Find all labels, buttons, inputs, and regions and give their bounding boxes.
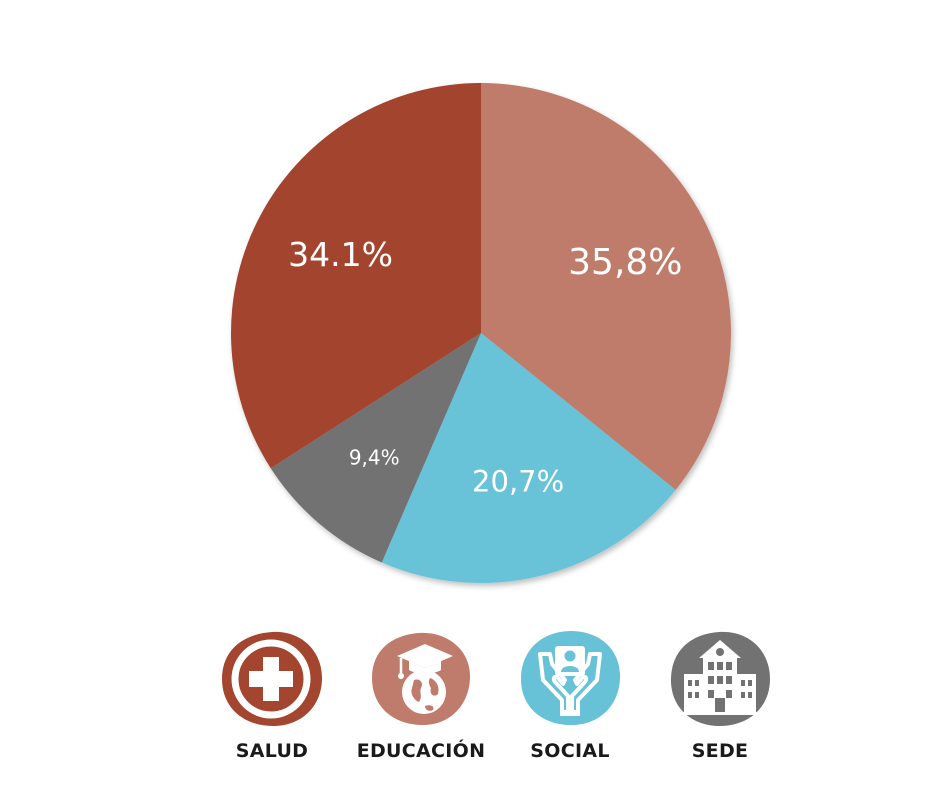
legend-label-educacion: EDUCACIÓN: [356, 740, 486, 762]
legend-label-sede: SEDE: [691, 740, 749, 762]
legend-item-sede: SEDE: [640, 628, 800, 762]
pie-slice-sede: [270, 333, 481, 563]
legend-label-salud: SALUD: [235, 740, 309, 762]
pie-chart: 35,8% 20,7% 9,4% 34.1%: [231, 83, 731, 583]
medical-cross-icon: [222, 631, 322, 726]
legend-item-salud: SALUD: [192, 628, 352, 762]
legend-item-social: SOCIAL: [490, 628, 650, 762]
legend-label-social: SOCIAL: [530, 740, 610, 762]
hands-person-icon: [520, 631, 621, 726]
legend-item-educacion: EDUCACIÓN: [341, 628, 501, 762]
building-icon: [670, 631, 770, 726]
pie-slice-educacion: [481, 83, 731, 490]
pie-slice-social: [381, 333, 676, 583]
legend: SALUD EDUCACIÓN SOCIAL: [0, 628, 940, 778]
slice-label-educacion: 35,8%: [568, 242, 682, 283]
slice-label-sede: 9,4%: [349, 445, 400, 469]
graduation-globe-icon: [372, 632, 471, 726]
slice-label-salud: 34.1%: [288, 235, 393, 274]
pie-slice-salud: [231, 83, 481, 469]
slice-label-social: 20,7%: [472, 464, 564, 498]
